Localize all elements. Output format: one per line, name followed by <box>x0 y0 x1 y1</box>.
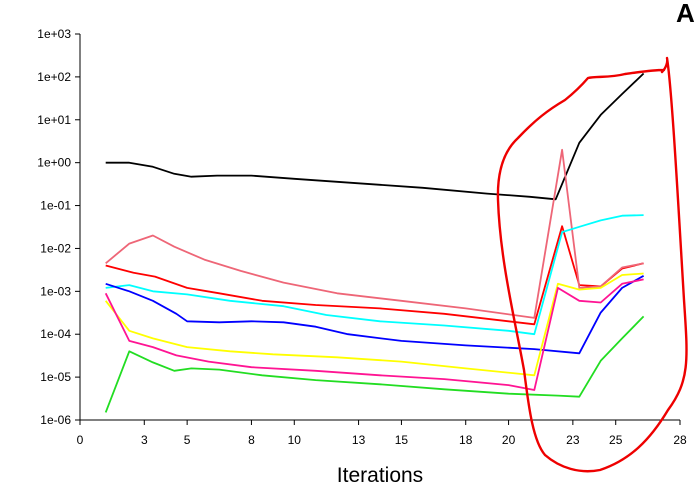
y-tick-label: 1e-06 <box>40 413 71 427</box>
y-tick-label: 1e-04 <box>40 327 71 341</box>
x-tick-label: 25 <box>609 433 623 447</box>
x-tick-label: 23 <box>566 433 580 447</box>
x-tick-label: 13 <box>352 433 366 447</box>
series-line-7 <box>104 278 644 391</box>
x-tick-label: 8 <box>248 433 255 447</box>
series-line-2 <box>105 225 644 326</box>
x-tick-label: 0 <box>77 433 84 447</box>
x-tick-label: 15 <box>395 433 409 447</box>
series-line-3 <box>105 148 644 319</box>
annotation-layer <box>496 56 688 473</box>
y-tick-label: 1e+03 <box>37 27 71 41</box>
series-line-8 <box>104 315 645 413</box>
series-line-1 <box>105 72 645 201</box>
x-tick-label: 3 <box>141 433 148 447</box>
x-tick-label: 28 <box>673 433 687 447</box>
series-line-6 <box>104 272 644 377</box>
red-hand-drawn-loop <box>496 56 688 473</box>
y-tick-label: 1e-02 <box>40 241 71 255</box>
x-tick-label: 10 <box>288 433 302 447</box>
x-axis-title: Iterations <box>337 464 423 487</box>
y-tick-label: 1e-03 <box>40 284 71 298</box>
x-tick-label: 20 <box>502 433 516 447</box>
y-tick-label: 1e+00 <box>37 156 71 170</box>
series-line-4 <box>105 214 644 336</box>
corner-title: A <box>676 0 695 28</box>
x-tick-label: 18 <box>459 433 473 447</box>
ticks: 1e-06 1e-05 1e-04 1e-03 1e-02 1e-01 1e+00 1e+01… <box>37 27 687 447</box>
y-tick-label: 1e+02 <box>37 70 71 84</box>
series-line-5 <box>105 275 645 355</box>
series-lines <box>104 72 645 413</box>
axes <box>79 34 680 421</box>
x-tick-label: 5 <box>184 433 191 447</box>
y-tick-label: 1e+01 <box>37 113 71 127</box>
y-tick-label: 1e-01 <box>40 199 71 213</box>
y-tick-label: 1e-05 <box>40 370 71 384</box>
